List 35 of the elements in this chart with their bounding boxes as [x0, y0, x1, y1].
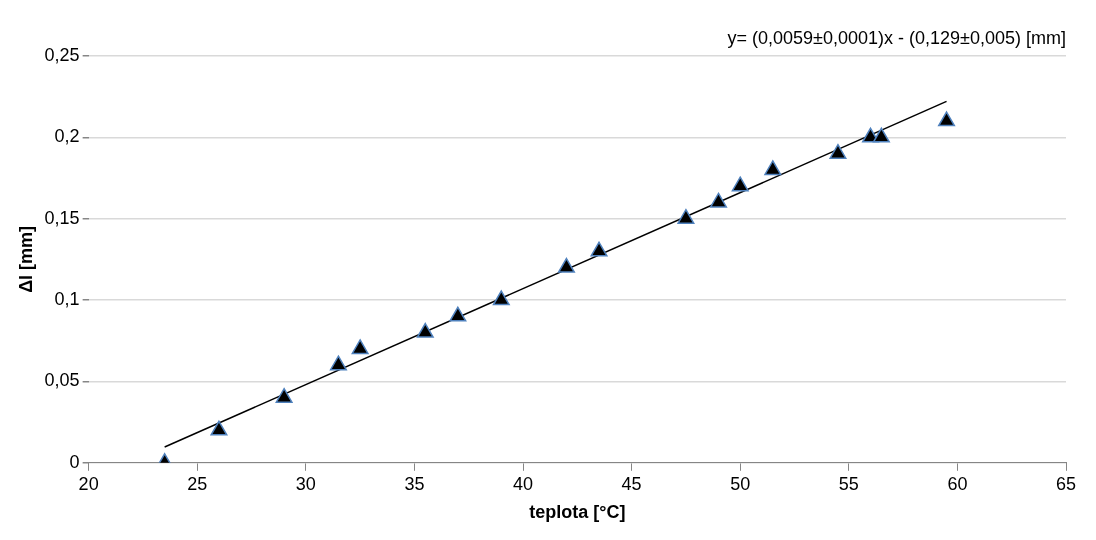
point: [492, 290, 510, 306]
point: [731, 176, 749, 192]
y-tick-label: 0,1: [54, 289, 80, 310]
point: [677, 208, 695, 224]
point: [351, 339, 369, 355]
point: [764, 160, 782, 176]
y-tick-label: 0: [69, 451, 80, 472]
point: [938, 111, 956, 127]
point: [210, 420, 228, 436]
x-tick-label: 25: [187, 473, 208, 494]
point: [829, 143, 847, 159]
point: [872, 127, 890, 143]
y-tick-label: 0,05: [44, 370, 80, 391]
y-tick-label: 0,2: [54, 126, 80, 147]
y-axis-title: Δl [mm]: [15, 225, 36, 293]
x-tick-label: 20: [78, 473, 99, 494]
point: [416, 322, 434, 338]
x-tick-label: 40: [513, 473, 534, 494]
x-tick-label: 45: [621, 473, 642, 494]
point: [449, 306, 467, 322]
x-tick-label: 65: [1055, 473, 1077, 494]
x-tick-label: 55: [838, 473, 859, 494]
text: y= (0,0059±0,0001)x - (0,129±0,005) [mm]: [727, 27, 1066, 48]
y-tick-label: 0,15: [44, 207, 80, 228]
x-tick-label: 60: [947, 473, 968, 494]
y-tick-label: 0,25: [44, 44, 80, 65]
x-tick-label: 35: [404, 473, 425, 494]
point: [590, 241, 608, 257]
x-tick-label: 50: [730, 473, 751, 494]
point: [557, 257, 575, 273]
point: [709, 192, 728, 208]
x-tick-label: 30: [295, 473, 316, 494]
x-axis-title: teplota [°C]: [529, 502, 626, 523]
point: [275, 387, 293, 403]
point: [329, 355, 347, 371]
